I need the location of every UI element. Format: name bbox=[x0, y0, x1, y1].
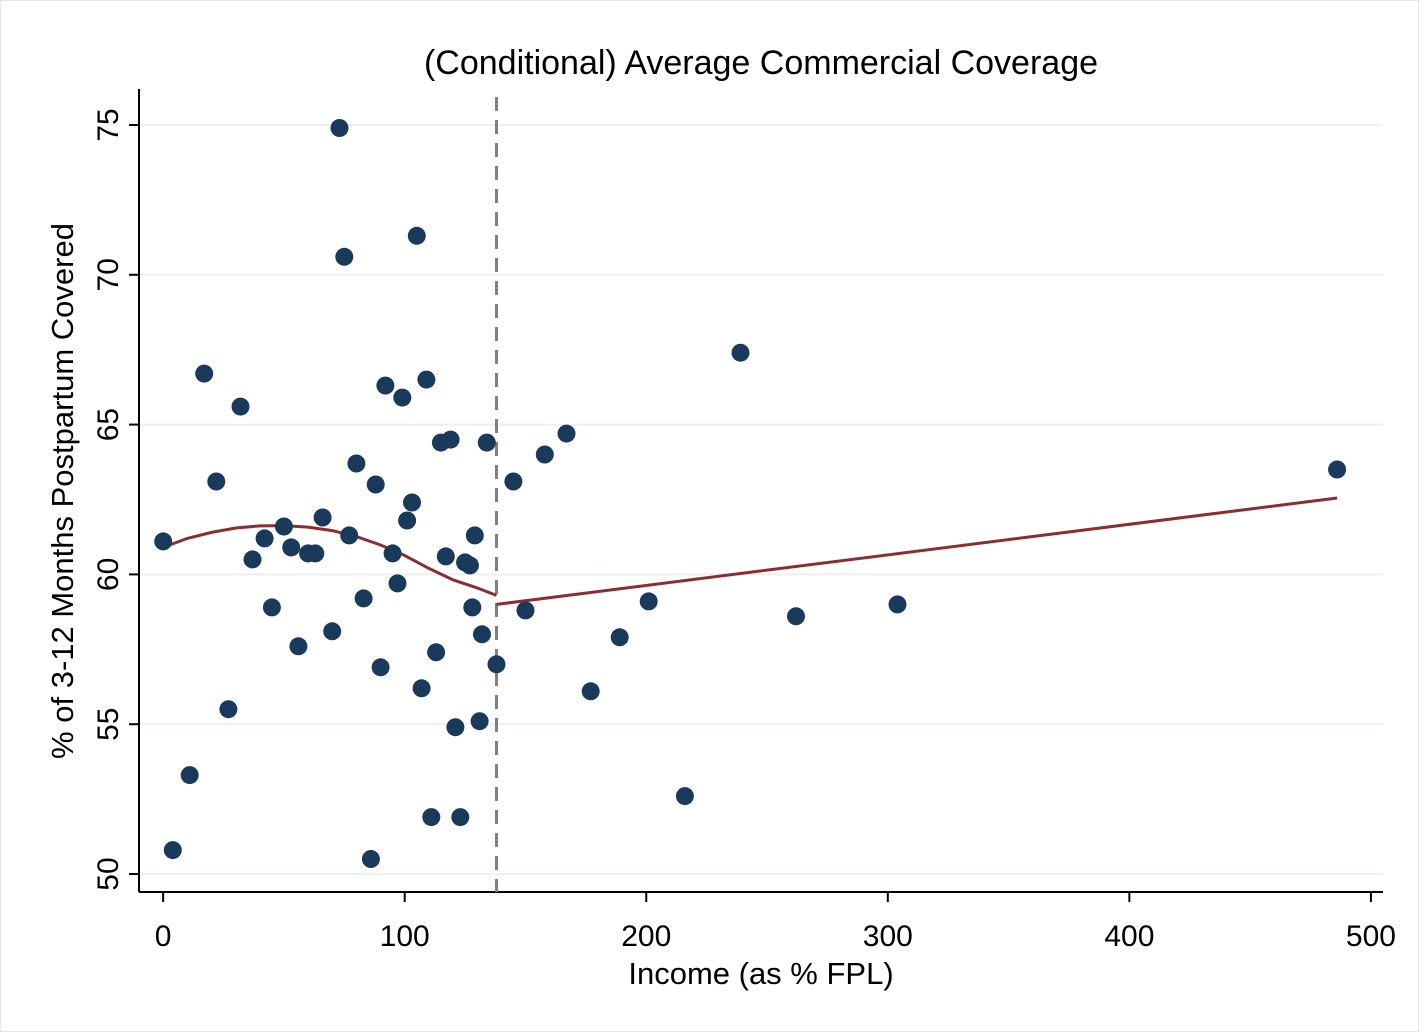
y-tick-label-60: 60 bbox=[92, 558, 125, 591]
data-point-45 bbox=[470, 712, 489, 731]
data-point-46 bbox=[473, 625, 491, 644]
data-point-54 bbox=[610, 628, 629, 647]
data-point-31 bbox=[407, 226, 426, 245]
data-point-8 bbox=[255, 529, 274, 548]
data-point-17 bbox=[330, 119, 349, 137]
data-point-22 bbox=[361, 850, 380, 868]
x-axis-label: Income (as % FPL) bbox=[628, 956, 893, 991]
data-point-10 bbox=[274, 517, 293, 536]
data-point-59 bbox=[888, 595, 907, 614]
y-tick-labels: 50 55 60 65 70 75 bbox=[92, 108, 125, 890]
data-point-4 bbox=[207, 472, 226, 491]
data-point-19 bbox=[340, 526, 359, 545]
data-point-49 bbox=[504, 472, 523, 491]
y-tick-label-55: 55 bbox=[92, 708, 125, 741]
fit-lines bbox=[162, 496, 1338, 606]
data-point-14 bbox=[306, 544, 325, 563]
data-point-27 bbox=[388, 574, 407, 593]
data-point-11 bbox=[282, 538, 301, 557]
data-point-58 bbox=[787, 607, 805, 626]
data-point-33 bbox=[417, 370, 436, 389]
data-point-28 bbox=[393, 388, 412, 407]
data-point-52 bbox=[557, 424, 576, 443]
x-tick-labels: 0 100 200 300 400 500 bbox=[155, 920, 1396, 953]
x-tick-label-400: 400 bbox=[1104, 920, 1154, 953]
data-point-25 bbox=[376, 376, 395, 395]
data-point-3 bbox=[195, 364, 214, 383]
data-point-43 bbox=[463, 598, 482, 617]
data-point-48 bbox=[487, 655, 506, 674]
data-point-1 bbox=[163, 841, 182, 860]
grid-lines bbox=[139, 123, 1383, 876]
data-point-6 bbox=[231, 397, 250, 416]
data-point-26 bbox=[383, 544, 402, 563]
data-point-39 bbox=[446, 718, 465, 737]
data-point-30 bbox=[403, 493, 421, 512]
data-point-55 bbox=[639, 592, 658, 611]
data-point-34 bbox=[422, 808, 441, 827]
x-tick-label-300: 300 bbox=[863, 920, 913, 953]
x-tick-label-500: 500 bbox=[1346, 920, 1396, 953]
data-point-44 bbox=[465, 526, 484, 545]
data-point-9 bbox=[262, 598, 281, 617]
x-tick-label-0: 0 bbox=[155, 920, 172, 953]
data-point-0 bbox=[154, 532, 173, 551]
data-point-47 bbox=[477, 433, 496, 452]
data-point-57 bbox=[731, 343, 750, 362]
chart-title: (Conditional) Average Commercial Coverag… bbox=[424, 44, 1098, 82]
y-tick-label-70: 70 bbox=[92, 258, 125, 291]
data-point-60 bbox=[1328, 460, 1347, 479]
fit-below-cutoff bbox=[162, 524, 498, 597]
data-points bbox=[154, 119, 1347, 868]
data-point-7 bbox=[243, 550, 262, 569]
data-point-29 bbox=[398, 511, 417, 530]
data-point-12 bbox=[289, 637, 308, 656]
data-point-16 bbox=[323, 622, 342, 641]
data-point-23 bbox=[366, 475, 385, 494]
data-point-32 bbox=[412, 679, 431, 698]
data-point-56 bbox=[675, 787, 694, 806]
data-point-5 bbox=[219, 700, 238, 719]
data-point-35 bbox=[427, 643, 446, 662]
data-point-38 bbox=[441, 430, 460, 449]
data-point-42 bbox=[460, 556, 479, 575]
data-point-18 bbox=[335, 247, 354, 266]
data-point-2 bbox=[180, 766, 199, 785]
data-point-50 bbox=[516, 601, 535, 620]
data-point-51 bbox=[535, 445, 554, 464]
x-tick-label-200: 200 bbox=[621, 920, 671, 953]
axes bbox=[129, 89, 1383, 902]
data-point-15 bbox=[313, 508, 332, 527]
data-point-40 bbox=[451, 808, 470, 827]
y-axis-label: % of 3-12 Months Postpartum Covered bbox=[45, 223, 80, 759]
data-point-20 bbox=[347, 454, 366, 473]
fit-above-cutoff bbox=[496, 496, 1338, 606]
data-point-21 bbox=[354, 589, 373, 608]
data-point-37 bbox=[436, 547, 455, 566]
x-tick-label-100: 100 bbox=[380, 920, 430, 953]
y-tick-label-50: 50 bbox=[92, 857, 125, 890]
y-tick-label-65: 65 bbox=[92, 408, 125, 441]
y-tick-label-75: 75 bbox=[92, 108, 125, 141]
data-point-24 bbox=[371, 658, 390, 677]
data-point-53 bbox=[581, 682, 600, 701]
